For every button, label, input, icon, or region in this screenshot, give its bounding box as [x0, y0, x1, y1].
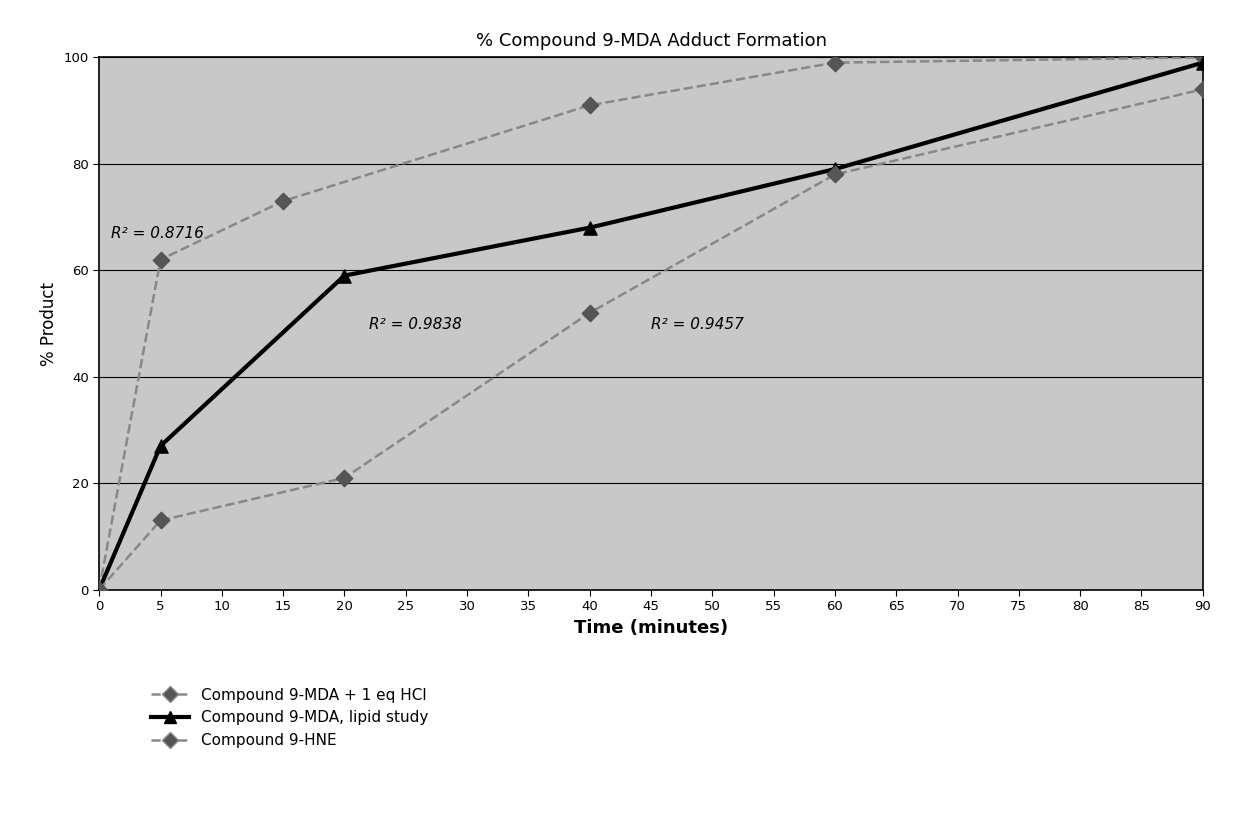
Point	[580, 306, 600, 319]
Point	[825, 56, 844, 69]
Point	[1193, 51, 1213, 64]
Point	[89, 583, 109, 596]
Point	[89, 583, 109, 596]
Point	[580, 98, 600, 111]
Text: R² = 0.8716: R² = 0.8716	[112, 226, 205, 242]
Point	[335, 471, 355, 484]
Point	[150, 514, 170, 527]
Point	[150, 253, 170, 266]
Point	[89, 583, 109, 596]
Point	[825, 168, 844, 181]
Point	[580, 221, 600, 234]
Point	[335, 269, 355, 282]
Y-axis label: % Product: % Product	[40, 282, 58, 365]
Text: R² = 0.9838: R² = 0.9838	[370, 317, 461, 332]
Text: R² = 0.9457: R² = 0.9457	[651, 317, 744, 332]
Point	[273, 194, 293, 207]
Title: % Compound 9-MDA Adduct Formation: % Compound 9-MDA Adduct Formation	[475, 32, 827, 50]
X-axis label: Time (minutes): Time (minutes)	[574, 618, 728, 636]
Point	[825, 162, 844, 175]
Point	[1193, 83, 1213, 96]
Point	[150, 439, 170, 452]
Point	[1193, 56, 1213, 69]
Legend: Compound 9-MDA + 1 eq HCl, Compound 9-MDA, lipid study, Compound 9-HNE: Compound 9-MDA + 1 eq HCl, Compound 9-MD…	[151, 688, 429, 748]
